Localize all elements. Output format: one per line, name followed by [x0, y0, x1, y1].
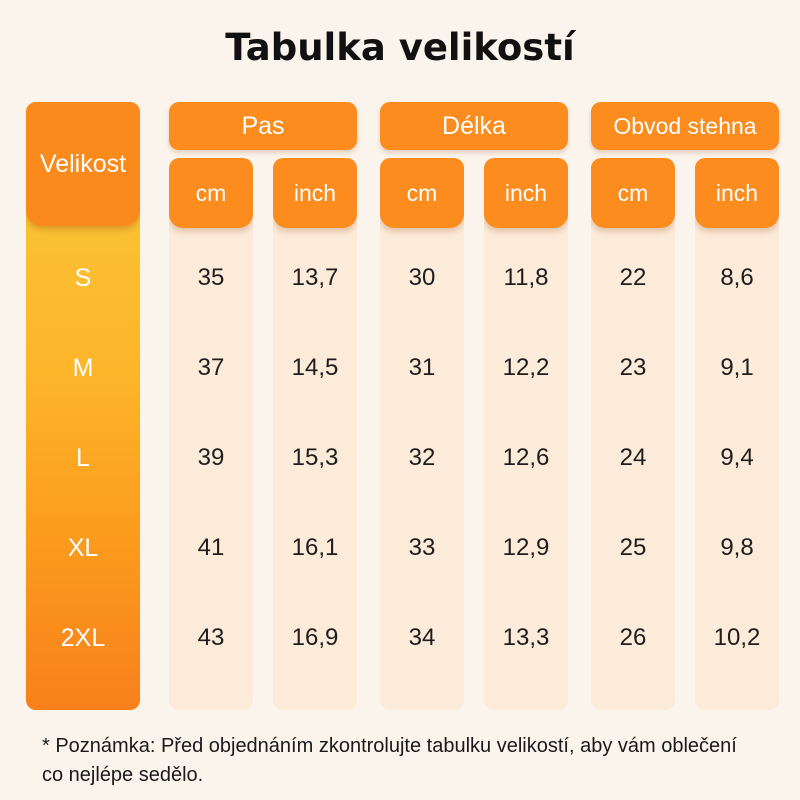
- table-cell: 25: [619, 534, 647, 561]
- table-cell: 26: [619, 624, 647, 651]
- size-label: L: [76, 444, 90, 472]
- column-obvod-stehna-inch: inch 8,6 9,1 9,4 9,8 10,2: [695, 158, 779, 710]
- table-cell: 13,7: [291, 264, 339, 291]
- column-delka-inch: inch 11,8 12,2 12,6 12,9 13,3: [484, 158, 568, 710]
- table-cell: 41: [197, 534, 225, 561]
- table-cell: 24: [619, 444, 647, 471]
- group-header-obvod-stehna: Obvod stehna: [591, 102, 779, 150]
- column-pas-cm: cm 35 37 39 41 43: [169, 158, 253, 710]
- size-column: Velikost: [26, 102, 140, 710]
- table-cell: 30: [408, 264, 436, 291]
- table-cell: 33: [408, 534, 436, 561]
- table-cell: 9,1: [720, 354, 754, 381]
- table-cell: 35: [197, 264, 225, 291]
- footnote: * Poznámka: Před objednáním zkontrolujte…: [42, 735, 737, 786]
- table-cell: 9,4: [720, 444, 754, 471]
- size-label: XL: [67, 534, 99, 562]
- unit-header-cm: cm: [169, 158, 253, 228]
- table-cell: 37: [197, 354, 225, 381]
- table-cell: 10,2: [713, 624, 761, 651]
- unit-header-cm: cm: [380, 158, 464, 228]
- unit-header-inch: inch: [273, 158, 357, 228]
- page-title: Tabulka velikostí: [225, 26, 575, 69]
- table-cell: 14,5: [291, 354, 339, 381]
- column-obvod-stehna-cm: cm 22 23 24 25 26: [591, 158, 675, 710]
- table-cell: 31: [408, 354, 436, 381]
- table-cell: 22: [619, 264, 647, 291]
- unit-header-inch: inch: [695, 158, 779, 228]
- group-header-pas: Pas: [169, 102, 357, 150]
- size-label: 2XL: [60, 624, 106, 652]
- table-cell: 16,1: [291, 534, 339, 561]
- size-column-header: Velikost: [26, 102, 140, 226]
- size-label: M: [72, 354, 94, 382]
- table-cell: 12,2: [502, 354, 550, 381]
- table-cell: 12,9: [502, 534, 550, 561]
- table-cell: 11,8: [503, 264, 549, 291]
- unit-header-inch: inch: [484, 158, 568, 228]
- table-cell: 34: [408, 624, 436, 651]
- group-header-delka: Délka: [380, 102, 568, 150]
- table-cell: 9,8: [720, 534, 754, 561]
- column-delka-cm: cm 30 31 32 33 34: [380, 158, 464, 710]
- table-cell: 23: [619, 354, 647, 381]
- table-cell: 12,6: [502, 444, 550, 471]
- table-cell: 32: [408, 444, 436, 471]
- table-cell: 13,3: [502, 624, 550, 651]
- table-cell: 15,3: [291, 444, 339, 471]
- table-cell: 39: [197, 444, 225, 471]
- unit-header-cm: cm: [591, 158, 675, 228]
- table-cell: 8,6: [720, 264, 754, 291]
- size-label: S: [74, 264, 92, 292]
- table-cell: 16,9: [291, 624, 339, 651]
- column-pas-inch: inch 13,7 14,5 15,3 16,1 16,9: [273, 158, 357, 710]
- table-cell: 43: [197, 624, 225, 651]
